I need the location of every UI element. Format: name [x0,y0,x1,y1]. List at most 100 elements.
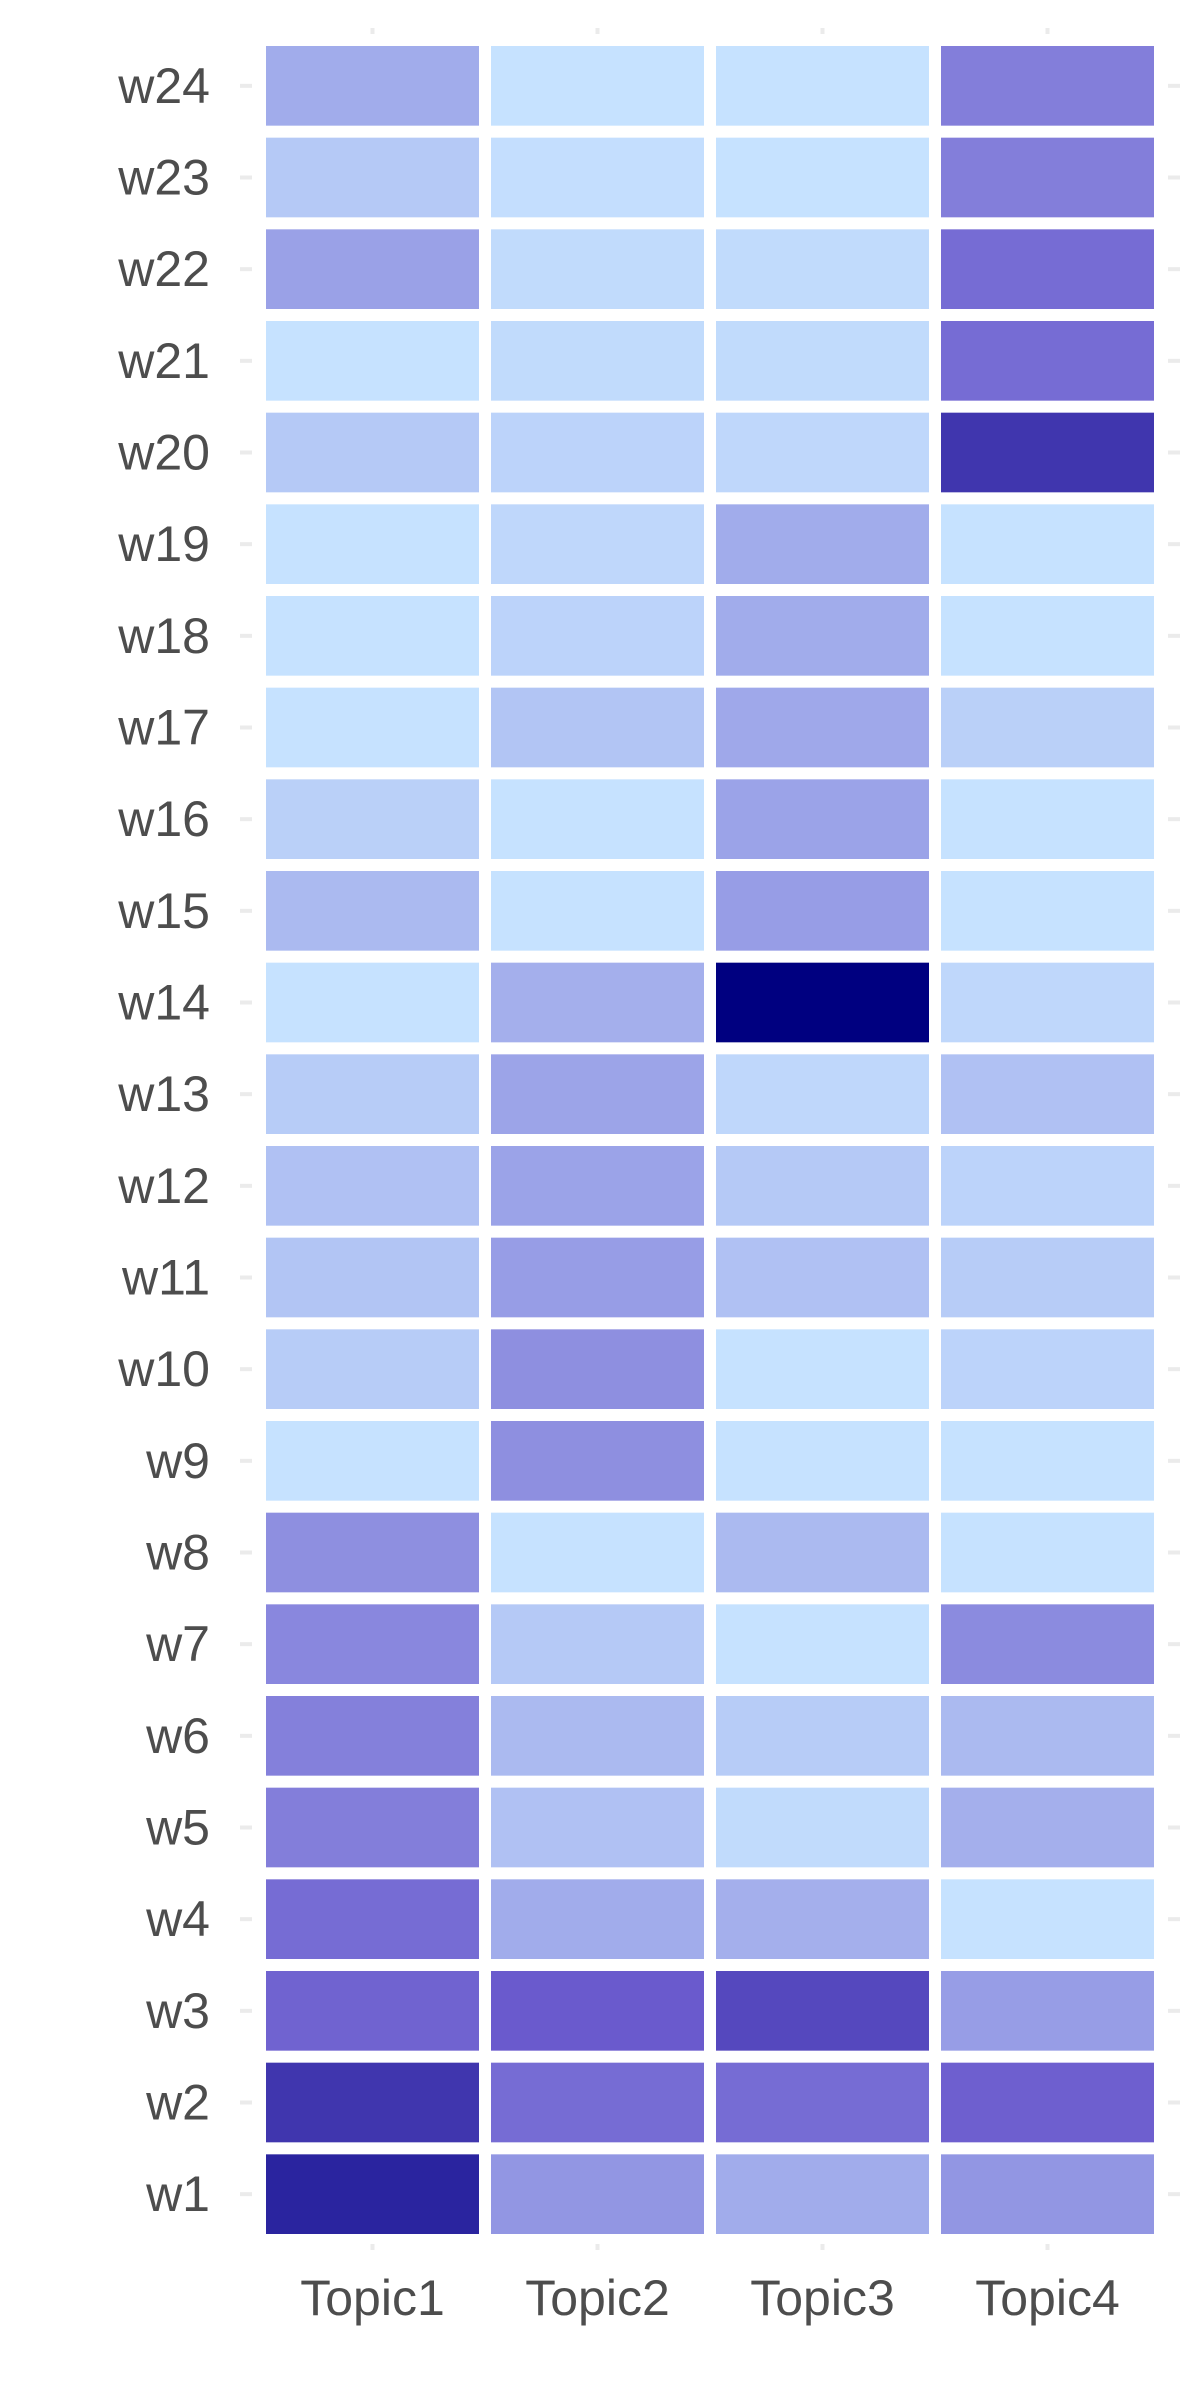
heatmap-cell-w8-Topic4 [941,1512,1154,1593]
x-tick-label-Topic1: Topic1 [300,2270,445,2326]
heatmap-cell-w21-Topic4 [941,321,1154,401]
heatmap-cell-w3-Topic3 [716,1971,929,2051]
heatmap-cell-w20-Topic4 [941,412,1154,493]
heatmap-cell-w18-Topic1 [266,596,479,676]
y-tick-label-w15: w15 [117,883,210,939]
y-tick-label-w20: w20 [117,425,210,481]
heatmap-cell-w8-Topic1 [266,1512,479,1593]
heatmap-cell-w18-Topic2 [491,596,704,676]
heatmap-cell-w6-Topic4 [941,1696,1154,1776]
heatmap-cell-w15-Topic1 [266,871,479,951]
heatmap-cell-w12-Topic4 [941,1146,1154,1226]
heatmap-cell-w13-Topic2 [491,1054,704,1134]
heatmap-cell-w15-Topic2 [491,871,704,951]
y-tick-label-w19: w19 [117,516,210,572]
y-tick-label-w10: w10 [117,1341,210,1397]
heatmap-cell-w19-Topic2 [491,504,704,584]
heatmap-cell-w10-Topic2 [491,1329,704,1409]
heatmap-cell-w8-Topic3 [716,1512,929,1593]
y-tick-label-w12: w12 [117,1158,210,1214]
heatmap-cell-w3-Topic1 [266,1971,479,2051]
y-axis: w1 w2 w3 w4 w5 w6 w7 w8 w9 w10 w11 w12 w13 w14 w15 w16 w… [117,58,1180,2222]
y-tick-label-w23: w23 [117,150,210,206]
heatmap-cell-w22-Topic1 [266,229,479,309]
heatmap-cell-w14-Topic4 [941,962,1154,1043]
heatmap-tiles [266,46,1154,2234]
heatmap-cell-w1-Topic1 [266,2154,479,2234]
y-tick-label-w1: w1 [145,2166,210,2222]
y-tick-label-w14: w14 [117,975,210,1031]
y-tick-label-w2: w2 [145,2075,210,2131]
heatmap-cell-w15-Topic4 [941,871,1154,951]
heatmap-cell-w16-Topic1 [266,779,479,859]
heatmap-cell-w19-Topic3 [716,504,929,584]
y-tick-label-w6: w6 [145,1708,210,1764]
heatmap-cell-w17-Topic3 [716,687,929,768]
heatmap-cell-w6-Topic1 [266,1696,479,1776]
heatmap-cell-w9-Topic1 [266,1421,479,1501]
heatmap-cell-w16-Topic4 [941,779,1154,859]
heatmap-cell-w22-Topic2 [491,229,704,309]
heatmap-cell-w10-Topic3 [716,1329,929,1409]
y-tick-label-w18: w18 [117,608,210,664]
y-tick-label-w3: w3 [145,1983,210,2039]
heatmap-cell-w18-Topic4 [941,596,1154,676]
heatmap-cell-w14-Topic1 [266,962,479,1043]
heatmap-cell-w20-Topic1 [266,412,479,493]
heatmap-cell-w24-Topic4 [941,46,1154,126]
heatmap-cell-w2-Topic2 [491,2062,704,2143]
heatmap-cell-w20-Topic2 [491,412,704,493]
y-tick-label-w11: w11 [121,1250,210,1306]
heatmap-cell-w23-Topic2 [491,137,704,218]
heatmap-cell-w16-Topic3 [716,779,929,859]
heatmap-cell-w22-Topic3 [716,229,929,309]
y-tick-label-w24: w24 [117,58,210,114]
y-tick-label-w4: w4 [145,1891,210,1947]
heatmap-cell-w2-Topic4 [941,2062,1154,2143]
heatmap-cell-w17-Topic4 [941,687,1154,768]
heatmap-cell-w12-Topic1 [266,1146,479,1226]
heatmap-cell-w2-Topic3 [716,2062,929,2143]
heatmap-cell-w24-Topic3 [716,46,929,126]
heatmap-cell-w2-Topic1 [266,2062,479,2143]
heatmap-cell-w17-Topic1 [266,687,479,768]
heatmap-cell-w5-Topic4 [941,1787,1154,1868]
heatmap-cell-w1-Topic3 [716,2154,929,2234]
heatmap-cell-w12-Topic2 [491,1146,704,1226]
heatmap-cell-w5-Topic1 [266,1787,479,1868]
y-tick-label-w13: w13 [117,1066,210,1122]
heatmap-cell-w1-Topic2 [491,2154,704,2234]
heatmap-cell-w4-Topic2 [491,1879,704,1959]
y-tick-label-w21: w21 [117,333,210,389]
heatmap-cell-w23-Topic4 [941,137,1154,218]
heatmap-cell-w11-Topic1 [266,1237,479,1318]
heatmap-cell-w16-Topic2 [491,779,704,859]
heatmap-cell-w9-Topic4 [941,1421,1154,1501]
heatmap-cell-w3-Topic2 [491,1971,704,2051]
x-tick-label-Topic2: Topic2 [525,2270,670,2326]
heatmap-cell-w7-Topic4 [941,1604,1154,1684]
heatmap-cell-w7-Topic3 [716,1604,929,1684]
heatmap-cell-w3-Topic4 [941,1971,1154,2051]
heatmap-cell-w9-Topic2 [491,1421,704,1501]
heatmap-cell-w11-Topic2 [491,1237,704,1318]
y-tick-label-w8: w8 [145,1525,210,1581]
x-tick-label-Topic4: Topic4 [975,2270,1120,2326]
heatmap-cell-w14-Topic2 [491,962,704,1043]
heatmap-cell-w15-Topic3 [716,871,929,951]
heatmap-cell-w24-Topic2 [491,46,704,126]
heatmap-cell-w19-Topic4 [941,504,1154,584]
x-axis: Topic1 Topic2 Topic3 Topic4 [300,28,1120,2326]
heatmap-cell-w22-Topic4 [941,229,1154,309]
heatmap-cell-w11-Topic4 [941,1237,1154,1318]
heatmap-cell-w9-Topic3 [716,1421,929,1501]
heatmap-cell-w13-Topic1 [266,1054,479,1134]
heatmap-cell-w10-Topic4 [941,1329,1154,1409]
heatmap-cell-w13-Topic3 [716,1054,929,1134]
heatmap-cell-w21-Topic2 [491,321,704,401]
heatmap-cell-w19-Topic1 [266,504,479,584]
x-tick-label-Topic3: Topic3 [750,2270,895,2326]
heatmap-cell-w23-Topic3 [716,137,929,218]
heatmap-cell-w4-Topic4 [941,1879,1154,1959]
